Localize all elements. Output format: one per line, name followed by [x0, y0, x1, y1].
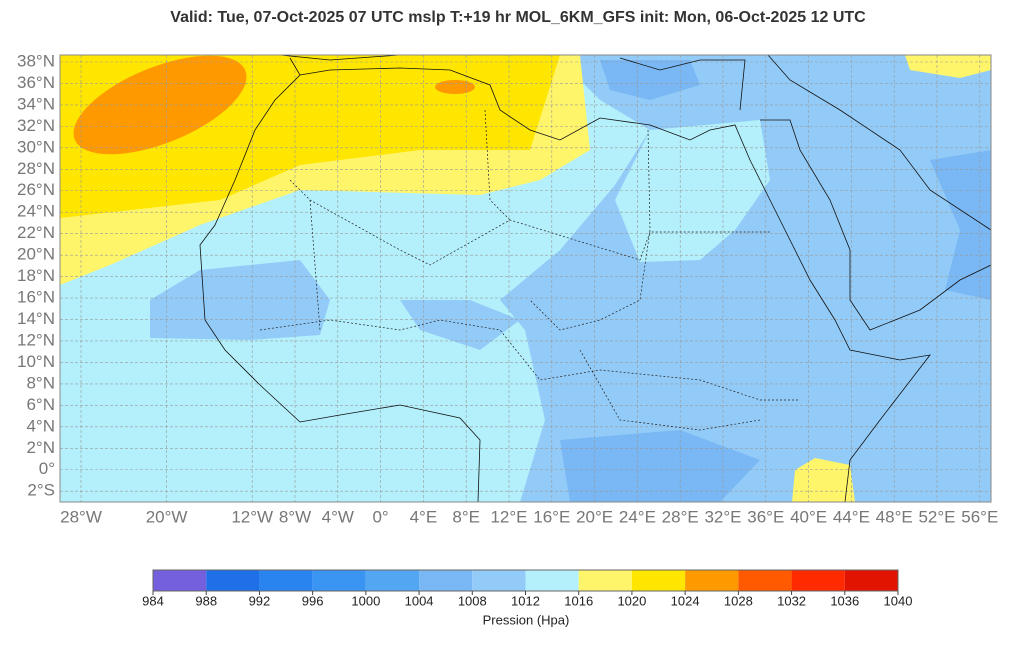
lon-tick-label: 28°W	[60, 507, 102, 526]
colorbar-swatch	[844, 570, 898, 591]
coastlines	[199, 55, 991, 502]
colorbar-swatch	[206, 570, 260, 591]
lon-tick-label: 28°E	[662, 507, 699, 526]
lon-tick-label: 12°E	[490, 507, 527, 526]
lon-tick-label: 4°E	[410, 507, 438, 526]
colorbar-tick-label: 1012	[511, 593, 540, 608]
lat-tick-label: 22°N	[17, 223, 55, 242]
lon-tick-label: 8°E	[452, 507, 480, 526]
lat-tick-label: 2°S	[27, 481, 55, 500]
lat-tick-label: 2°N	[26, 438, 55, 457]
colorbar-tick-label: 1016	[564, 593, 593, 608]
colorbar-swatch	[419, 570, 473, 591]
lat-tick-label: 26°N	[17, 180, 55, 199]
lat-tick-label: 8°N	[26, 373, 55, 392]
colorbar-tick-label: 1008	[458, 593, 487, 608]
lon-tick-label: 52°E	[918, 507, 955, 526]
lat-tick-label: 28°N	[17, 159, 55, 178]
colorbar-tick-label: 1028	[724, 593, 753, 608]
colorbar-label: Pression (Hpa)	[483, 612, 570, 627]
lat-tick-label: 30°N	[17, 137, 55, 156]
lat-tick-label: 10°N	[17, 352, 55, 371]
lon-tick-label: 8°W	[279, 507, 311, 526]
colorbar-swatch	[685, 570, 739, 591]
lon-tick-label: 40°E	[790, 507, 827, 526]
colorbar-swatch	[472, 570, 526, 591]
colorbar-tick-label: 1020	[617, 593, 646, 608]
colorbar-swatch	[738, 570, 792, 591]
lat-tick-label: 0°	[39, 459, 55, 478]
lat-tick-label: 4°N	[26, 416, 55, 435]
graticule	[60, 55, 991, 502]
lon-tick-label: 56°E	[961, 507, 998, 526]
lon-tick-label: 36°E	[747, 507, 784, 526]
title: Valid: Tue, 07-Oct-2025 07 UTC mslp T:+1…	[170, 9, 866, 26]
lat-tick-label: 14°N	[17, 309, 55, 328]
colorbar-tick-label: 1000	[351, 593, 380, 608]
colorbar-tick-label: 984	[142, 593, 164, 608]
lon-tick-label: 44°E	[833, 507, 870, 526]
colorbar-swatch	[791, 570, 845, 591]
lat-tick-label: 18°N	[17, 266, 55, 285]
colorbar-swatch	[153, 570, 207, 591]
borders	[259, 109, 800, 431]
colorbar-tick-label: 1004	[405, 593, 434, 608]
colorbar: 984 988 992 996 1000 1004 1008 1012 1016 1020 1024…	[142, 569, 913, 608]
colorbar-swatch	[259, 570, 313, 591]
lon-tick-label: 20°E	[576, 507, 613, 526]
colorbar-swatch	[525, 570, 579, 591]
colorbar-swatch	[578, 570, 632, 591]
colorbar-tick-label: 992	[249, 593, 271, 608]
lat-tick-label: 12°N	[17, 330, 55, 349]
colorbar-tick-label: 1024	[671, 593, 700, 608]
lat-tick-label: 24°N	[17, 202, 55, 221]
colorbar-tick-label: 1040	[884, 593, 913, 608]
lon-tick-label: 48°E	[876, 507, 913, 526]
lon-tick-label: 32°E	[704, 507, 741, 526]
lat-tick-label: 20°N	[17, 245, 55, 264]
lon-tick-label: 16°E	[533, 507, 570, 526]
lat-tick-label: 6°N	[26, 395, 55, 414]
colorbar-swatch	[365, 570, 420, 591]
lon-tick-label: 20°W	[146, 507, 188, 526]
lat-tick-label: 16°N	[17, 288, 55, 307]
colorbar-swatch	[312, 570, 366, 591]
colorbar-tick-label: 1032	[777, 593, 806, 608]
map-frame	[59, 54, 992, 503]
lon-tick-label: 4°W	[322, 507, 354, 526]
lon-tick-label: 12°W	[231, 507, 273, 526]
lat-tick-label: 38°N	[17, 51, 55, 70]
lat-tick-label: 36°N	[17, 73, 55, 92]
lat-tick-label: 34°N	[17, 94, 55, 113]
lon-tick-label: 0°	[372, 507, 388, 526]
colorbar-swatch	[631, 570, 686, 591]
lat-tick-label: 32°N	[17, 116, 55, 135]
lon-tick-label: 24°E	[619, 507, 656, 526]
colorbar-tick-label: 1036	[830, 593, 859, 608]
colorbar-tick-label: 996	[302, 593, 324, 608]
colorbar-tick-label: 988	[195, 593, 217, 608]
